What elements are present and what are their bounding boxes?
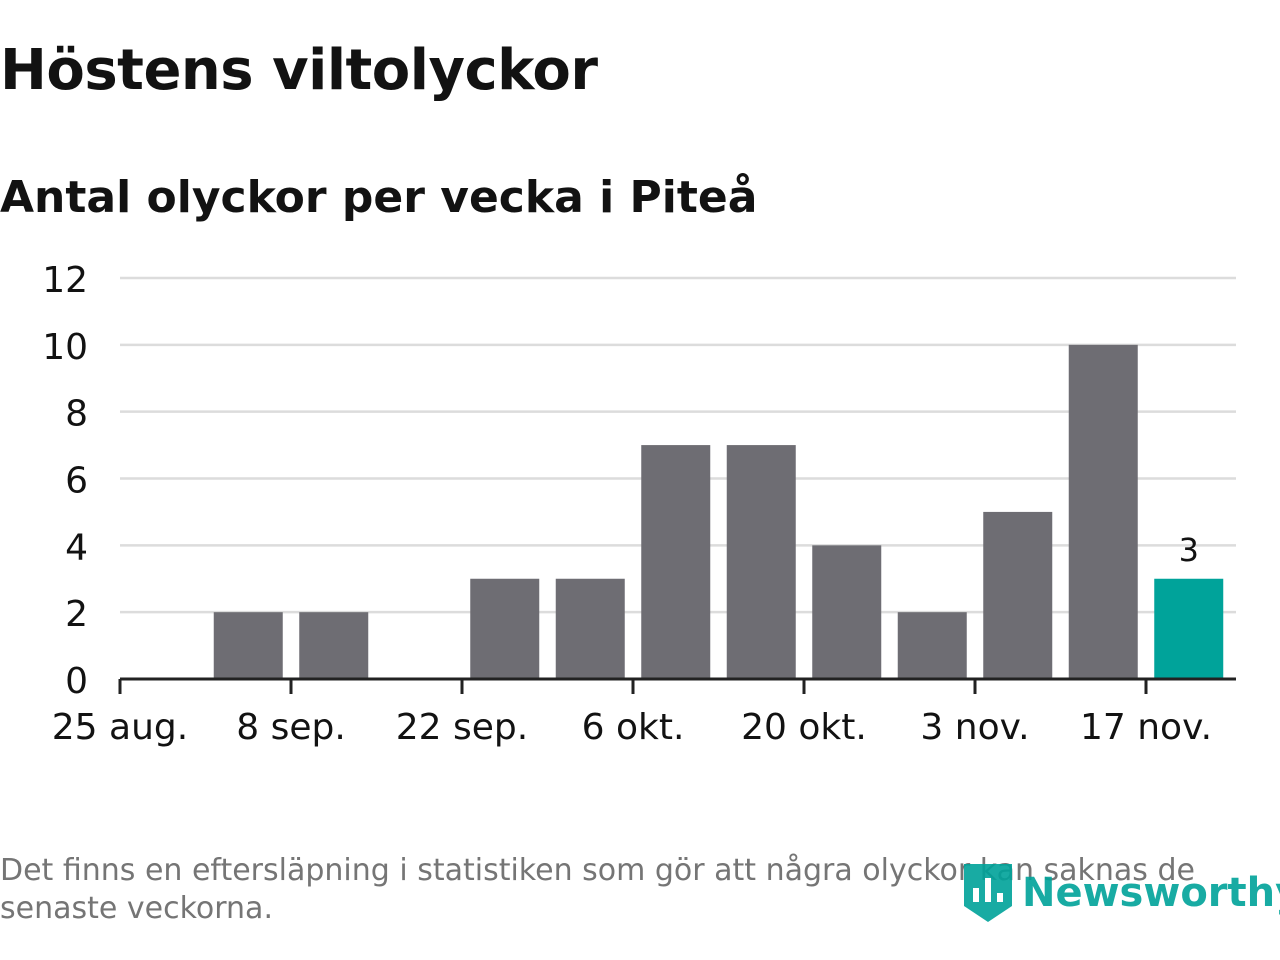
x-tick-label: 25 aug. bbox=[52, 707, 188, 748]
data-label: 3 bbox=[1179, 531, 1199, 569]
x-axis bbox=[118, 677, 1236, 694]
newsworthy-logo-icon bbox=[964, 864, 1012, 922]
chart-subtitle: Antal olyckor per vecka i Piteå bbox=[0, 172, 758, 223]
bar bbox=[983, 511, 1053, 679]
chart-title: Höstens viltolyckor bbox=[0, 38, 598, 103]
bar bbox=[897, 612, 967, 679]
x-tick-label: 22 sep. bbox=[396, 707, 528, 748]
x-tick-label: 20 okt. bbox=[741, 707, 867, 748]
bar bbox=[1068, 344, 1138, 679]
y-tick-label: 6 bbox=[65, 461, 88, 502]
labels: 0 2 4 6 8 10 12 25 aug. 8 sep. 22 sep. 6 okt. 20 ok… bbox=[42, 260, 1212, 748]
bar-chart: 0 2 4 6 8 10 12 25 aug. 8 sep. 22 sep. 6 okt. 20 ok… bbox=[42, 260, 1236, 748]
bar bbox=[1154, 578, 1224, 679]
bar bbox=[299, 612, 369, 679]
bars bbox=[213, 344, 1224, 679]
y-tick-label: 12 bbox=[42, 260, 88, 301]
y-tick-label: 0 bbox=[65, 661, 88, 702]
y-tick-label: 8 bbox=[65, 394, 88, 435]
x-tick-label: 17 nov. bbox=[1080, 707, 1212, 748]
bar bbox=[470, 578, 540, 679]
x-tick-label: 8 sep. bbox=[236, 707, 346, 748]
bar bbox=[641, 445, 711, 679]
logo-text: Newsworthy bbox=[1022, 870, 1280, 916]
x-tick-label: 6 okt. bbox=[582, 707, 685, 748]
newsworthy-logo: Newsworthy bbox=[962, 862, 1280, 924]
x-tick-label: 3 nov. bbox=[920, 707, 1029, 748]
y-tick-label: 2 bbox=[65, 594, 88, 635]
bar bbox=[213, 612, 283, 679]
bar bbox=[555, 578, 625, 679]
y-tick-label: 4 bbox=[65, 527, 88, 568]
bar bbox=[726, 445, 796, 679]
bar bbox=[812, 545, 882, 679]
y-tick-label: 10 bbox=[42, 327, 88, 368]
